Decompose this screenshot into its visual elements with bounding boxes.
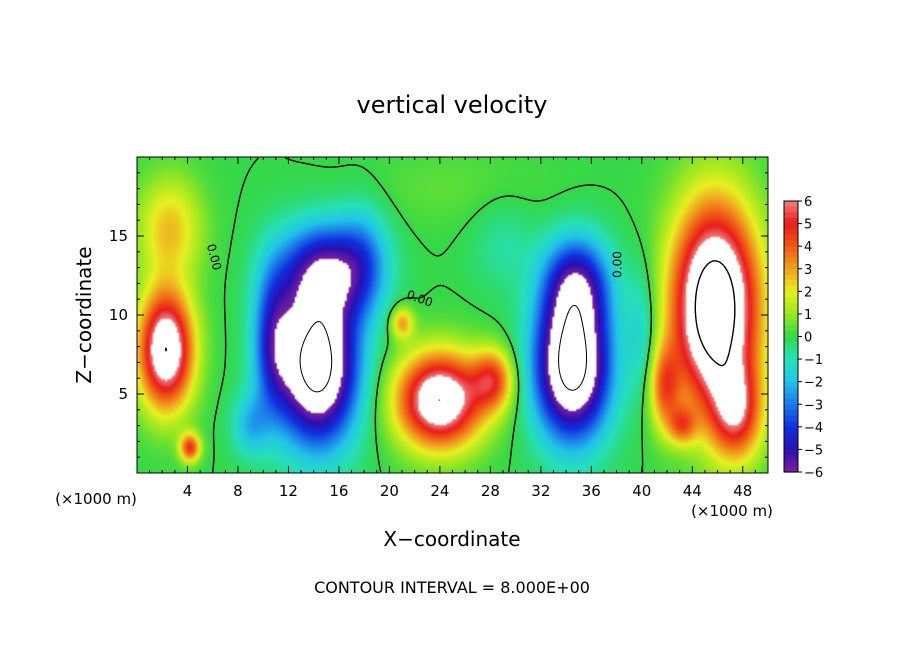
- colorbar-swatch: [784, 336, 798, 343]
- colorbar-swatch: [784, 342, 798, 349]
- colorbar-tick-label: −2: [804, 376, 823, 391]
- colorbar-swatch: [784, 353, 798, 360]
- x-tick-label: 4: [183, 482, 193, 500]
- y-axis-label: Z−coordinate: [72, 246, 96, 383]
- colorbar-swatch: [784, 223, 798, 230]
- contour-label: 0.00: [611, 251, 625, 278]
- colorbar-swatch: [784, 201, 798, 208]
- colorbar-tick-label: 3: [804, 263, 812, 278]
- colorbar-swatch: [784, 347, 798, 355]
- colorbar-swatch: [784, 212, 798, 219]
- colorbar-swatch: [784, 229, 798, 236]
- colorbar-tick-label: 0: [804, 331, 812, 346]
- colorbar-swatch: [784, 359, 798, 366]
- colorbar-swatch: [784, 392, 798, 400]
- x-tick-label: 12: [279, 482, 298, 500]
- colorbar-swatch: [784, 364, 798, 371]
- colorbar-swatch: [784, 268, 798, 275]
- colorbar-swatch: [784, 421, 798, 428]
- colorbar-swatch: [784, 263, 798, 270]
- x-tick-label: 28: [481, 482, 500, 500]
- x-tick-label: 24: [430, 482, 449, 500]
- x-tick-label: 8: [233, 482, 243, 500]
- colorbar-swatch: [784, 296, 798, 304]
- colorbar-tick-label: −4: [804, 421, 823, 436]
- colorbar-swatch: [784, 217, 798, 225]
- x-axis: 4 8 12 16 20 24 28 32 36 40 44 48: [149, 157, 756, 500]
- velocity-field: [137, 157, 768, 473]
- colorbar-swatch: [784, 302, 798, 309]
- colorbar-swatch: [784, 415, 798, 422]
- contour-interval-note: CONTOUR INTERVAL = 8.000E+00: [314, 578, 590, 597]
- colorbar-swatch: [784, 280, 798, 287]
- chart-title: vertical velocity: [357, 91, 548, 119]
- colorbar-swatch: [784, 370, 798, 377]
- x-tick-label: 32: [531, 482, 550, 500]
- colorbar-tick-label: 6: [804, 195, 812, 210]
- x-unit-right: (×1000 m): [691, 502, 773, 520]
- colorbar-swatch: [784, 285, 798, 292]
- x-tick-label: 36: [582, 482, 601, 500]
- contour-negative: [299, 305, 587, 393]
- plot-area: [136, 156, 769, 474]
- x-tick-label: 20: [380, 482, 399, 500]
- colorbar-tick-label: 4: [804, 240, 812, 255]
- colorbar-swatch: [784, 438, 798, 445]
- x-unit-left: (×1000 m): [55, 490, 137, 508]
- colorbar-swatch: [784, 206, 798, 213]
- x-tick-label: 48: [733, 482, 752, 500]
- colorbar-swatch: [784, 466, 798, 473]
- colorbar-swatch: [784, 398, 798, 405]
- colorbar-swatch: [784, 234, 798, 242]
- colorbar-tick-label: −5: [804, 443, 823, 458]
- colorbar-swatch: [784, 274, 798, 281]
- colorbar-swatch: [784, 308, 798, 315]
- colorbar-swatch: [784, 376, 798, 383]
- x-axis-label: X−coordinate: [383, 527, 520, 551]
- colorbar-tick-label: 5: [804, 218, 812, 233]
- colorbar-swatch: [784, 455, 798, 462]
- colorbar-swatch: [784, 330, 798, 338]
- colorbar-swatch: [784, 443, 798, 451]
- y-tick-label: 5: [118, 385, 128, 403]
- colorbar-swatch: [784, 325, 798, 332]
- colorbar-swatch: [784, 291, 798, 298]
- x-tick-label: 44: [683, 482, 702, 500]
- y-tick-label: 15: [109, 227, 128, 245]
- colorbar-tick-label: −3: [804, 398, 823, 413]
- contour-positive: [164, 260, 736, 401]
- colorbar-tick-label: 2: [804, 285, 812, 300]
- colorbar: 6 5 4 3 2 1 0 −1 −2 −3 −4 −5 −6: [783, 195, 823, 481]
- colorbar-swatch: [784, 426, 798, 434]
- colorbar-swatch: [784, 319, 798, 326]
- colorbar-swatch: [784, 460, 798, 467]
- colorbar-swatch: [784, 246, 798, 253]
- y-tick-label: 10: [109, 306, 128, 324]
- contour-label: 0.00: [204, 242, 224, 271]
- x-tick-label: 40: [632, 482, 651, 500]
- colorbar-tick-label: −1: [804, 353, 823, 368]
- colorbar-swatch: [784, 240, 798, 247]
- colorbar-tick-label: −6: [804, 466, 823, 481]
- colorbar-swatch: [784, 432, 798, 439]
- colorbar-tick-label: 1: [804, 308, 812, 323]
- colorbar-swatch: [784, 409, 798, 417]
- colorbar-swatch: [784, 381, 798, 388]
- colorbar-swatch: [784, 257, 798, 264]
- colorbar-swatch: [784, 313, 798, 321]
- colorbar-swatch: [784, 387, 798, 394]
- contour-zero: [212, 157, 652, 473]
- contour-lines: [164, 157, 736, 473]
- colorbar-swatch: [784, 251, 798, 259]
- x-tick-label: 16: [329, 482, 348, 500]
- colorbar-swatch: [784, 449, 798, 456]
- y-axis: 5 10 15: [109, 172, 768, 458]
- colorbar-swatch: [784, 404, 798, 411]
